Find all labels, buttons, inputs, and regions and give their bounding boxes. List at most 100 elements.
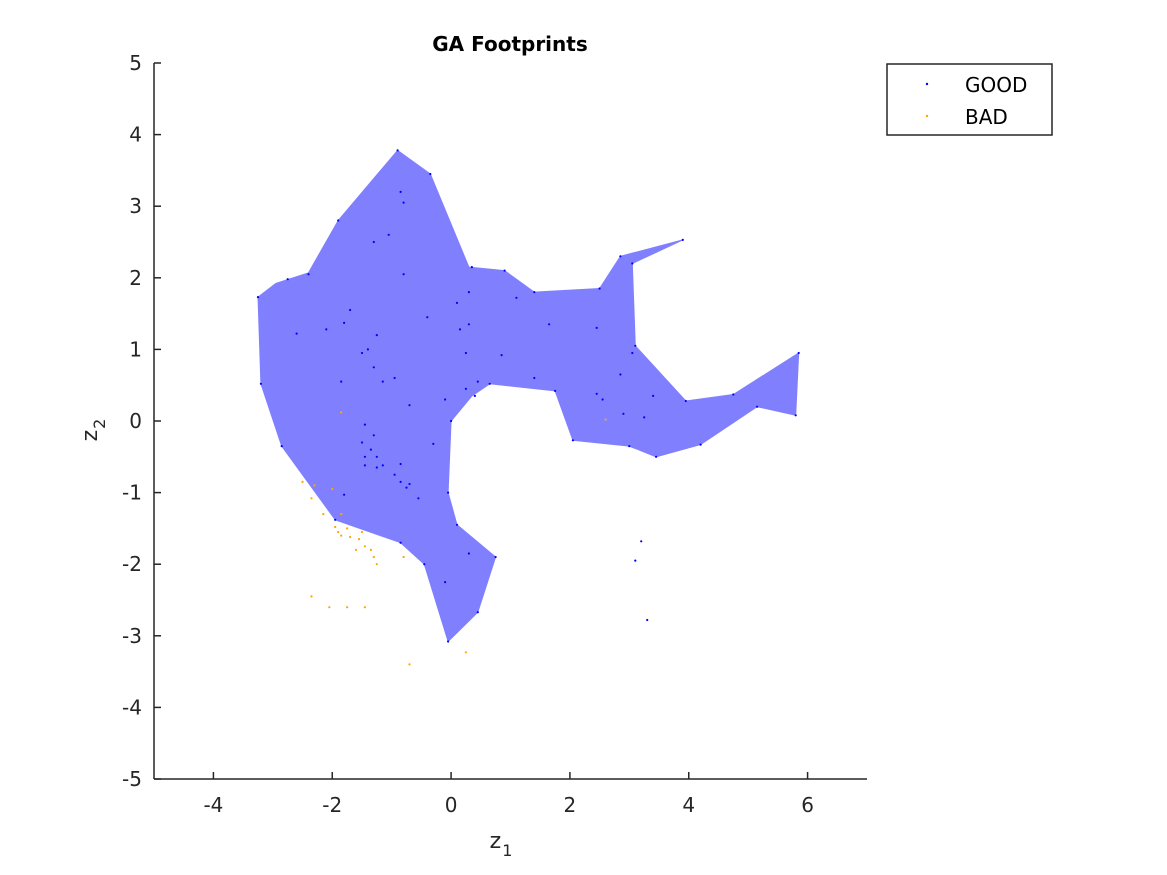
good-point-35 (455, 301, 459, 304)
good-point-82 (432, 442, 435, 445)
bad-point-22 (363, 606, 366, 609)
good-point-33 (375, 334, 378, 337)
good-point-70 (369, 448, 372, 451)
bad-point-11 (360, 530, 364, 534)
good-point-55 (381, 380, 384, 383)
data-points (256, 149, 800, 666)
bad-point-15 (369, 548, 372, 552)
good-point-95 (634, 559, 637, 562)
good-point-61 (473, 394, 476, 397)
y-tick-label-3: 3 (129, 194, 142, 218)
good-point-2 (307, 273, 310, 276)
good-point-68 (372, 434, 375, 437)
good-point-39 (464, 351, 467, 355)
y-axis-label-sub: 2 (90, 419, 109, 429)
good-point-83 (447, 491, 450, 494)
good-point-44 (631, 351, 634, 355)
x-axis-label: z1 (490, 829, 513, 860)
good-point-4 (396, 149, 399, 152)
x-tick-label-0: 0 (445, 793, 458, 817)
good-point-32 (343, 321, 346, 324)
good-point-20 (684, 399, 687, 403)
legend-label-bad: BAD (965, 105, 1008, 129)
good-point-74 (375, 466, 378, 469)
y-tick-label--1: -1 (122, 481, 142, 505)
good-point-96 (646, 618, 649, 622)
good-point-18 (631, 262, 634, 265)
good-point-45 (533, 376, 536, 380)
y-tick-label-0: 0 (129, 409, 142, 433)
y-tick-label--4: -4 (122, 695, 142, 719)
x-axis-label-sub: 1 (502, 841, 512, 860)
good-point-72 (363, 455, 366, 458)
good-point-30 (325, 328, 328, 331)
bad-point-0 (301, 480, 304, 483)
y-axis-label: z2 (78, 419, 109, 442)
bad-point-19 (310, 595, 313, 598)
good-point-71 (375, 455, 378, 458)
good-point-0 (256, 296, 260, 299)
footprint-polygon (257, 149, 800, 643)
x-tick-label--4: -4 (203, 793, 223, 817)
bad-point-10 (349, 535, 352, 539)
good-point-56 (393, 376, 396, 380)
y-tick-label-1: 1 (129, 337, 142, 361)
good-point-57 (340, 380, 343, 383)
good-point-7 (402, 201, 405, 204)
good-point-9 (387, 233, 390, 236)
good-point-62 (476, 380, 479, 383)
good-point-54 (372, 366, 375, 369)
good-point-1 (286, 278, 289, 281)
footprint-region (257, 149, 800, 643)
x-tick-label-2: 2 (564, 793, 577, 817)
good-point-90 (494, 555, 497, 559)
good-point-67 (363, 423, 366, 426)
legend-box (886, 63, 1053, 136)
x-tick-label--2: -2 (322, 793, 342, 817)
good-point-37 (458, 328, 462, 331)
good-point-31 (349, 308, 352, 312)
good-point-5 (429, 172, 432, 176)
good-point-89 (467, 552, 470, 555)
good-point-93 (444, 581, 447, 584)
good-point-49 (622, 412, 625, 415)
good-point-91 (476, 611, 479, 614)
y-tick-label--5: -5 (122, 767, 142, 791)
good-point-94 (640, 540, 643, 543)
bad-point-3 (331, 487, 334, 491)
good-point-26 (655, 455, 658, 458)
bad-point-8 (340, 534, 343, 537)
good-point-27 (628, 445, 631, 448)
bad-point-7 (337, 530, 340, 534)
bad-point-25 (340, 411, 343, 414)
good-point-53 (366, 348, 369, 351)
good-point-87 (423, 563, 426, 566)
bad-point-21 (346, 606, 349, 609)
bad-point-13 (363, 545, 366, 548)
good-point-8 (372, 240, 375, 244)
good-point-58 (408, 404, 411, 407)
bad-point-16 (372, 555, 375, 559)
ticks: -4 -2 0 2 4 6 -5 -4 -3 -2 -1 0 1 2 3 4 5 (122, 51, 814, 817)
good-point-50 (643, 416, 646, 419)
good-point-79 (408, 482, 411, 486)
bad-point-4 (322, 513, 325, 516)
good-point-29 (295, 332, 298, 335)
bad-point-20 (328, 606, 331, 609)
legend-marker-bad (925, 114, 929, 118)
legend-marker-good (925, 82, 929, 86)
good-point-34 (426, 316, 429, 319)
x-tick-label-4: 4 (682, 793, 695, 817)
bad-point-17 (375, 563, 378, 566)
good-point-28 (571, 439, 575, 442)
good-point-51 (652, 394, 655, 397)
good-point-78 (399, 480, 402, 483)
bad-point-12 (357, 538, 361, 541)
good-point-38 (467, 323, 470, 326)
good-point-60 (464, 387, 467, 390)
good-point-77 (393, 473, 396, 476)
bad-point-26 (604, 418, 607, 421)
good-point-40 (500, 354, 503, 357)
good-point-6 (399, 190, 402, 193)
good-point-88 (455, 523, 459, 526)
